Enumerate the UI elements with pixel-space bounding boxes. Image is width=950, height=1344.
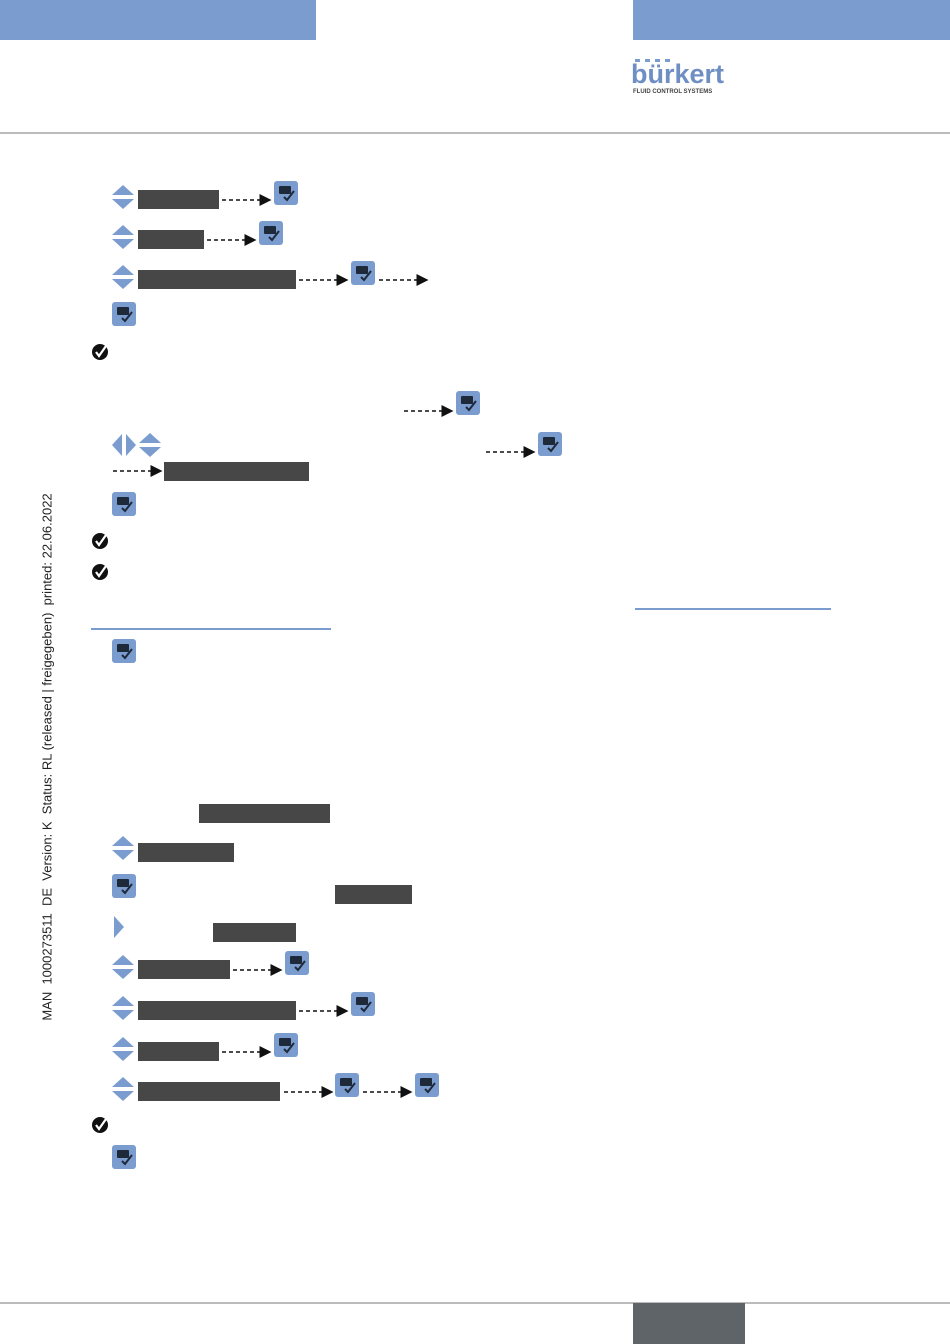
display-field — [138, 843, 234, 862]
enter-key — [456, 391, 480, 415]
key-screen — [461, 396, 473, 404]
key-check — [424, 1082, 436, 1094]
arrow-down-key — [112, 279, 134, 289]
key-screen — [264, 226, 276, 234]
key-check — [121, 883, 133, 895]
page-number-box — [633, 1303, 745, 1344]
key-screen — [279, 1038, 291, 1046]
arrow-up-key — [112, 996, 134, 1006]
arrow-up-key — [112, 836, 134, 846]
display-field — [213, 923, 296, 942]
display-field — [335, 885, 412, 904]
key-check — [268, 230, 280, 242]
key-screen — [117, 644, 129, 652]
arrow-left-key — [112, 434, 122, 456]
arrow-up-key — [112, 1037, 134, 1047]
enter-key — [112, 492, 136, 516]
key-check — [360, 270, 372, 282]
display-field — [199, 804, 330, 823]
key-screen — [117, 307, 129, 315]
key-check — [121, 648, 133, 660]
arrow-up-key — [112, 265, 134, 275]
enter-key — [112, 639, 136, 663]
arrow-right-key — [126, 434, 136, 456]
key-screen — [117, 1150, 129, 1158]
header-bar — [0, 0, 316, 40]
key-check — [283, 1042, 295, 1054]
check-mark — [95, 345, 107, 358]
enter-key — [259, 221, 283, 245]
logo-dots — [635, 59, 670, 62]
display-field — [138, 1001, 296, 1020]
key-screen — [290, 956, 302, 964]
enter-key — [538, 432, 562, 456]
enter-key — [335, 1073, 359, 1097]
display-field — [138, 230, 204, 249]
arrow-right-key — [114, 916, 124, 938]
display-field — [138, 960, 230, 979]
key-screen — [356, 997, 368, 1005]
key-check — [547, 441, 559, 453]
arrow-down-key — [112, 1091, 134, 1101]
display-field — [138, 190, 219, 209]
display-field — [138, 270, 296, 289]
arrow-up-key — [112, 955, 134, 965]
enter-key — [274, 1033, 298, 1057]
key-check — [360, 1001, 372, 1013]
arrow-down-key — [112, 969, 134, 979]
key-screen — [420, 1078, 432, 1086]
key-screen — [340, 1078, 352, 1086]
display-field — [138, 1042, 219, 1061]
key-check — [121, 1154, 133, 1166]
arrow-down-key — [112, 239, 134, 249]
check-mark — [95, 565, 107, 578]
check-mark — [95, 1118, 107, 1131]
enter-key — [351, 992, 375, 1016]
key-check — [283, 190, 295, 202]
side-note: MAN 1000273511 DE Version: K Status: RL … — [39, 493, 55, 1021]
key-check — [344, 1082, 356, 1094]
arrow-down-key — [112, 1051, 134, 1061]
enter-key — [351, 261, 375, 285]
display-field — [138, 1082, 280, 1101]
key-check — [121, 311, 133, 323]
enter-key — [112, 874, 136, 898]
arrow-up-key — [112, 1077, 134, 1087]
arrow-down-key — [139, 447, 161, 457]
arrow-up-key — [112, 225, 134, 235]
enter-key — [274, 181, 298, 205]
check-mark — [95, 534, 107, 547]
arrow-up-key — [112, 185, 134, 195]
enter-key — [112, 302, 136, 326]
key-screen — [117, 879, 129, 887]
key-screen — [117, 497, 129, 505]
enter-key — [285, 951, 309, 975]
arrow-down-key — [112, 850, 134, 860]
key-check — [294, 960, 306, 972]
key-screen — [279, 186, 291, 194]
arrow-up-key — [139, 433, 161, 443]
key-screen — [356, 266, 368, 274]
header-bar — [633, 0, 950, 40]
logo: bürkert — [631, 59, 724, 89]
tagline: FLUID CONTROL SYSTEMS — [633, 89, 712, 95]
key-check — [121, 501, 133, 513]
enter-key — [415, 1073, 439, 1097]
display-field — [164, 462, 309, 481]
enter-key — [112, 1145, 136, 1169]
arrow-down-key — [112, 1010, 134, 1020]
arrow-down-key — [112, 199, 134, 209]
key-screen — [543, 437, 555, 445]
key-check — [465, 400, 477, 412]
